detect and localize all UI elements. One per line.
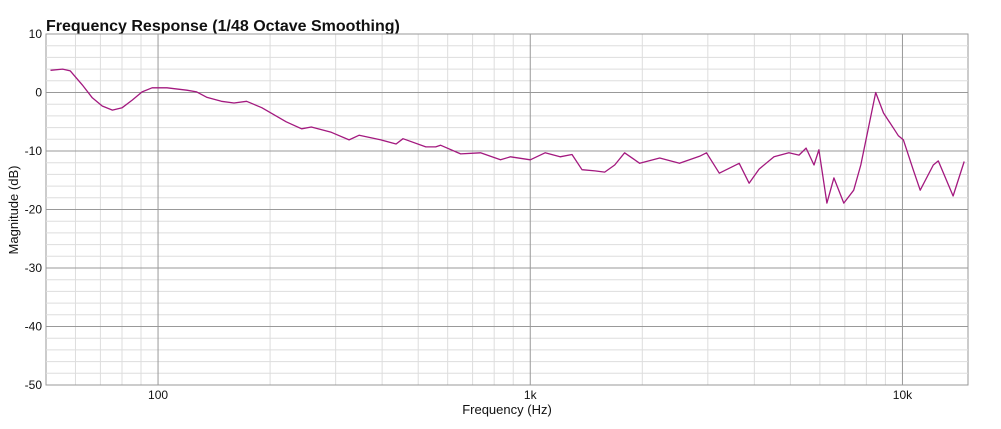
x-tick-label: 10k — [893, 388, 913, 402]
y-tick-label: -10 — [25, 144, 43, 158]
y-tick-label: -20 — [25, 203, 43, 217]
y-axis-label: Magnitude (dB) — [6, 166, 21, 255]
y-tick-label: 0 — [35, 86, 42, 100]
y-tick-label: -50 — [25, 378, 43, 392]
y-tick-label: -40 — [25, 320, 43, 334]
x-tick-label: 100 — [148, 388, 168, 402]
x-tick-label: 1k — [524, 388, 538, 402]
data-line — [50, 68, 965, 204]
chart-title: Frequency Response (1/48 Octave Smoothin… — [46, 18, 400, 35]
y-tick-label: 10 — [29, 27, 43, 41]
y-tick-label: -30 — [25, 261, 43, 275]
x-axis-label: Frequency (Hz) — [462, 402, 552, 417]
